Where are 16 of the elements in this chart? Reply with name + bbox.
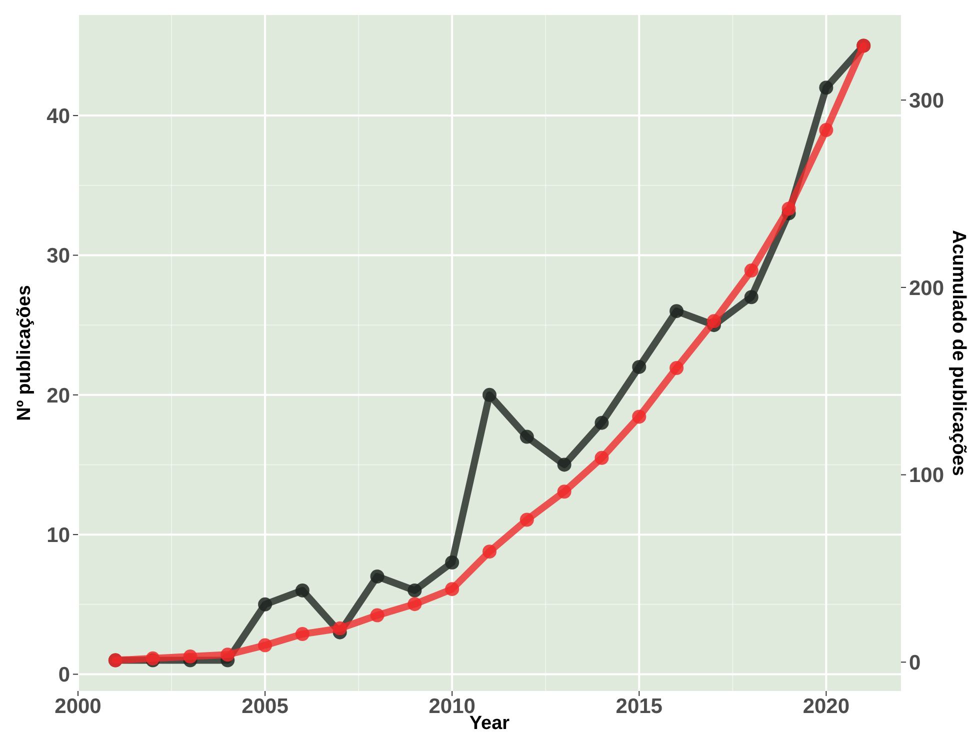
x-tick-label: 2020: [802, 695, 850, 718]
x-tick-label: 2000: [54, 695, 102, 718]
y-axis-title: Nº publicações: [14, 285, 35, 421]
y2-tick-label: 100: [909, 464, 944, 488]
y-tick-label: 30: [46, 244, 70, 268]
y2-tick-label: 300: [909, 89, 944, 112]
y-tick-label: 0: [58, 664, 70, 687]
y-tick-label: 10: [46, 524, 70, 547]
x-tick-label: 2015: [616, 695, 663, 718]
y2-tick-label: 0: [909, 651, 921, 674]
x-axis-title: Year: [469, 713, 510, 734]
x-tick-label: 2005: [242, 695, 289, 718]
y2-axis-title: Acumulado de publicações: [948, 230, 969, 476]
y2-tick-label: 200: [909, 276, 944, 300]
y-tick-label: 40: [46, 104, 70, 128]
y-tick-label: 20: [46, 384, 70, 408]
